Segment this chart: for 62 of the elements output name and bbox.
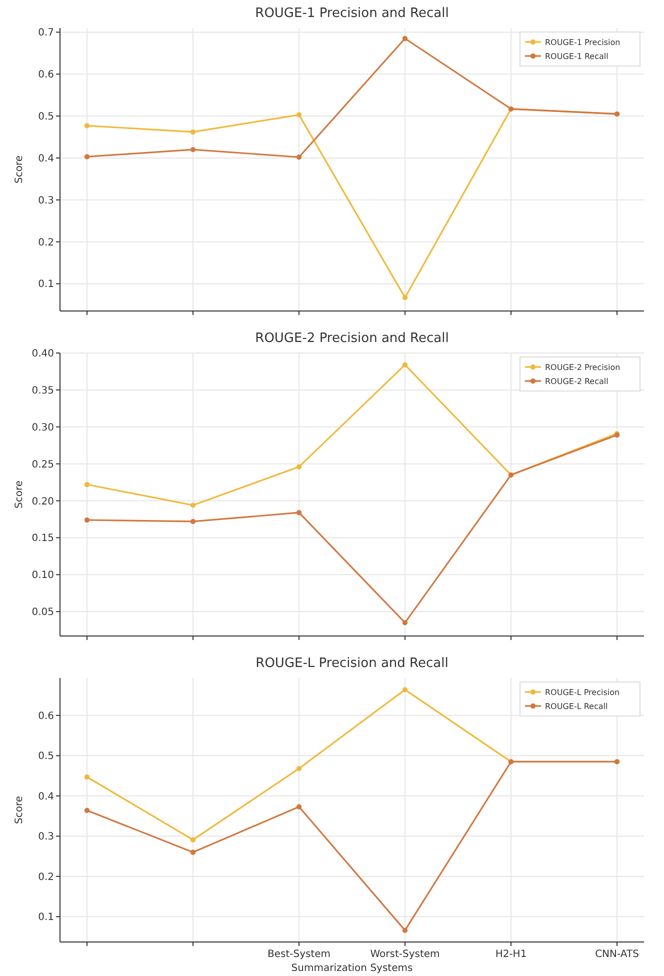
legend-label: ROUGE-2 Recall: [545, 376, 608, 386]
y-tick-label: 0.1: [38, 279, 54, 290]
point: [296, 154, 302, 160]
y-tick-label: 0.35: [32, 385, 54, 396]
y-tick-label: 0.5: [38, 112, 54, 123]
legend-label: ROUGE-L Recall: [545, 702, 608, 711]
point: [296, 112, 302, 118]
point: [402, 362, 408, 368]
point: [402, 928, 408, 933]
point: [402, 36, 408, 42]
y-tick-label: 0.6: [38, 710, 54, 722]
y-tick-label: 0.30: [32, 422, 54, 434]
y-tick-label: 0.4: [38, 791, 54, 802]
x-tick-label: Worst-System: [370, 949, 440, 960]
point: [190, 129, 196, 135]
point: [296, 804, 302, 810]
point: [190, 502, 196, 508]
point: [84, 808, 90, 813]
y-tick-label: 0.15: [32, 533, 54, 544]
legend-label: ROUGE-1 Precision: [545, 38, 620, 47]
legend-label: ROUGE-1 Recall: [545, 52, 608, 61]
y-tick-label: 0.3: [38, 195, 54, 206]
legend-label: ROUGE-L Precision: [545, 688, 620, 697]
chart-title: ROUGE-2 Precision and Recall: [255, 331, 449, 346]
y-tick-label: 0.05: [32, 607, 54, 618]
y-axis-title: Score: [14, 796, 25, 824]
point: [84, 154, 90, 160]
y-tick-label: 0.40: [32, 348, 54, 360]
point: [296, 766, 302, 772]
y-tick-label: 0.2: [38, 237, 54, 248]
y-tick-label: 0.10: [32, 570, 54, 582]
point: [84, 774, 90, 780]
point: [296, 510, 302, 516]
x-tick-label: CNN-ATS: [595, 949, 639, 960]
y-axis-title: Score: [14, 155, 25, 184]
y-tick-label: 0.1: [38, 912, 54, 924]
x-tick-label: Best-System: [267, 949, 331, 960]
y-axis-title: Score: [14, 480, 25, 509]
point: [84, 482, 90, 488]
y-tick-label: 0.3: [38, 832, 54, 843]
chart-title: ROUGE-L Precision and Recall: [256, 656, 448, 671]
point: [296, 464, 302, 470]
point: [402, 687, 408, 692]
point: [402, 294, 408, 300]
point: [190, 146, 196, 152]
legend-label: ROUGE-2 Precision: [545, 362, 620, 372]
point: [84, 517, 90, 523]
point: [190, 837, 196, 842]
y-tick-label: 0.5: [38, 751, 54, 762]
y-tick-label: 0.7: [38, 28, 54, 39]
point: [190, 850, 196, 855]
x-axis-title: Summarization Systems: [291, 963, 413, 974]
chart-title: ROUGE-1 Precision and Recall: [255, 6, 449, 21]
y-tick-label: 0.20: [32, 496, 54, 508]
point: [402, 620, 408, 626]
point: [190, 518, 196, 524]
y-tick-label: 0.25: [32, 459, 54, 470]
y-tick-label: 0.4: [38, 153, 54, 164]
y-tick-label: 0.2: [38, 872, 54, 883]
point: [84, 123, 90, 128]
x-tick-label: H2-H1: [495, 949, 527, 960]
y-tick-label: 0.6: [38, 70, 54, 81]
